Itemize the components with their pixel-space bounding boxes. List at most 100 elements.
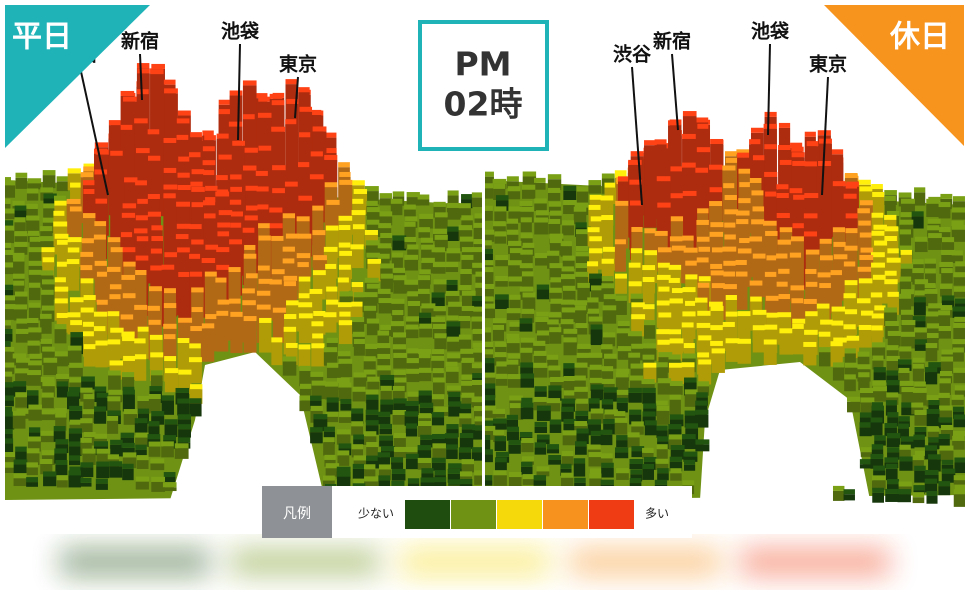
block-top (927, 225, 940, 231)
block-side (338, 325, 353, 345)
block-top (711, 247, 724, 253)
block-top (681, 322, 694, 328)
block-side (417, 199, 430, 206)
block-top (630, 293, 643, 299)
block-side (134, 359, 147, 381)
block-top (574, 362, 588, 368)
block-top (269, 279, 282, 285)
block-side (161, 446, 174, 458)
block-side (351, 306, 363, 323)
block-side (407, 353, 419, 361)
block-top (951, 207, 965, 213)
block-top (709, 201, 723, 207)
block-top (390, 198, 403, 204)
block-side (587, 302, 599, 312)
block-side (379, 198, 393, 206)
block-top (161, 441, 174, 447)
block-side (492, 329, 504, 341)
block-top (629, 478, 642, 484)
block-top (628, 387, 642, 393)
block-side (392, 390, 405, 405)
block-top (178, 156, 190, 162)
block-top (589, 273, 603, 279)
block-top (914, 187, 926, 193)
block-side (444, 438, 458, 448)
block-top (82, 409, 97, 415)
block-top (378, 298, 392, 304)
block-top (282, 246, 295, 252)
block-side (68, 433, 82, 444)
block-side (547, 179, 562, 191)
block-top (432, 433, 446, 439)
block-side (561, 477, 574, 489)
block-side (912, 368, 924, 382)
block-top (886, 370, 899, 376)
block-top (40, 377, 55, 383)
block-top (928, 362, 943, 368)
block-top (447, 336, 461, 342)
block-side (338, 363, 353, 378)
block-side (164, 373, 179, 393)
block-top (107, 410, 121, 416)
block-top (682, 480, 695, 486)
block-side (5, 367, 15, 375)
block-top (885, 321, 899, 327)
block-top (56, 176, 69, 182)
block-top (309, 174, 324, 180)
block-top (939, 378, 951, 384)
block-top (871, 342, 886, 348)
block-side (494, 357, 507, 366)
block-top (574, 421, 588, 427)
block-top (109, 284, 122, 290)
block-top (323, 312, 337, 318)
block-top (109, 461, 123, 467)
block-top (432, 377, 445, 383)
block-top (95, 149, 109, 155)
block-top (509, 395, 523, 401)
block-top (461, 374, 475, 380)
block-top (656, 300, 670, 306)
block-top (28, 302, 41, 308)
block-top (14, 217, 26, 223)
block-top (418, 288, 430, 294)
block-side (151, 416, 165, 425)
block-side (5, 325, 11, 332)
block-top (338, 264, 351, 270)
block-top (954, 298, 965, 304)
block-top (508, 240, 522, 246)
block-top (577, 343, 591, 349)
block-top (561, 451, 574, 457)
block-top (351, 301, 363, 307)
block-top (764, 111, 777, 117)
block-top (471, 316, 482, 322)
block-side (953, 327, 965, 342)
block-top (859, 200, 873, 206)
block-top (630, 363, 644, 369)
block-top (803, 341, 817, 347)
block-side (351, 449, 364, 458)
block-top (461, 424, 476, 430)
block-side (110, 155, 123, 248)
block-top (69, 362, 83, 368)
block-top (473, 222, 482, 228)
block-top (42, 257, 55, 263)
block-top (952, 339, 965, 345)
block-top (884, 307, 897, 313)
block-top (366, 200, 378, 206)
block-top (107, 454, 119, 460)
block-side (668, 429, 682, 437)
block-top (642, 265, 656, 271)
station-label: 池袋 (221, 20, 260, 43)
block-side (495, 346, 507, 353)
block-top (151, 225, 163, 231)
block-top (617, 321, 630, 327)
block-side (655, 463, 669, 470)
block-side (461, 220, 473, 229)
block-side (27, 375, 41, 386)
block-top (177, 398, 190, 404)
block-side (899, 461, 913, 471)
block-side (323, 317, 337, 333)
block-top (338, 320, 353, 326)
block-top (5, 177, 11, 183)
block-top (521, 461, 533, 467)
